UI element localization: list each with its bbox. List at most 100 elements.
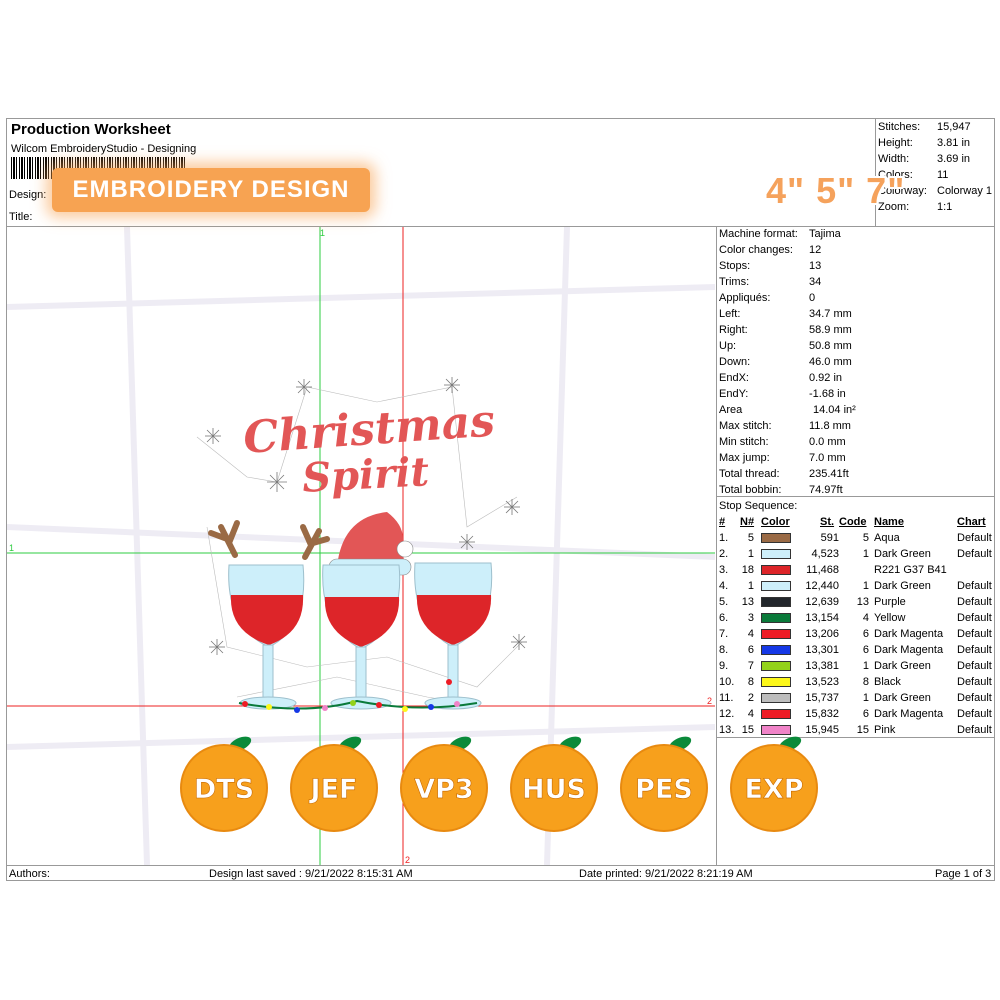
stop-needle: 13: [741, 596, 754, 608]
stop-color-swatch: [761, 549, 791, 559]
summary-value: 15,947: [937, 121, 971, 133]
machine-label: Up:: [719, 340, 737, 352]
machine-label: Total thread:: [719, 468, 780, 480]
format-label: JEF: [309, 774, 358, 805]
stop-color-name: Dark Magenta: [874, 708, 944, 720]
machine-label: Appliqués:: [719, 292, 771, 304]
stop-index: 6.: [719, 612, 729, 624]
orange-icon: [400, 744, 488, 832]
stop-color-swatch: [761, 581, 791, 591]
stop-stitches: 13,381: [805, 660, 839, 672]
stop-index: 12.: [719, 708, 735, 720]
stop-chart: Default: [957, 580, 992, 592]
summary-value: 1:1: [937, 201, 953, 213]
stop-code: 1: [862, 580, 869, 592]
wine-glass-right: [414, 562, 493, 710]
col-color-header: Color: [761, 516, 790, 528]
summary-value: 3.81 in: [937, 137, 971, 149]
stop-needle: 6: [747, 644, 754, 656]
design-canvas: 1 1 2 2 Christmas Spirit: [7, 227, 715, 865]
machine-value: -1.68 in: [809, 388, 846, 400]
size-options-overlay: 4" 5" 7": [766, 170, 906, 211]
axis-mark: 1: [320, 228, 325, 238]
stop-table-bottom: [716, 737, 994, 738]
machine-label: Min stitch:: [719, 436, 769, 448]
format-label: DTS: [194, 774, 254, 805]
stop-stitches: 15,832: [805, 708, 839, 720]
summary-label: Colors:: [878, 169, 913, 181]
summary-value: 11: [937, 169, 949, 181]
stop-code: 1: [862, 548, 869, 560]
stop-color-name: Dark Green: [874, 660, 931, 672]
stop-stitches: 13,301: [805, 644, 839, 656]
axis-mark: 2: [405, 855, 410, 865]
reindeer-antlers-icon: [208, 520, 330, 560]
stop-needle: 7: [747, 660, 754, 672]
stop-chart: Default: [957, 660, 992, 672]
col-stitch-header: St.: [820, 516, 835, 528]
stop-chart: Default: [957, 708, 992, 720]
side-panel-divider: [716, 226, 717, 866]
machine-label: Left:: [719, 308, 741, 320]
stop-color-name: Purple: [874, 596, 906, 608]
stop-color-swatch: [761, 725, 791, 735]
machine-value: 12: [809, 244, 822, 256]
stop-color-name: Black: [874, 676, 901, 688]
col-chart-header: Chart: [957, 516, 986, 528]
machine-label: Stops:: [719, 260, 751, 272]
machine-value: 13: [809, 260, 822, 272]
machine-value: Tajima: [809, 228, 841, 240]
header-divider: [7, 226, 994, 227]
col-index-header: #: [719, 516, 726, 528]
machine-value: 34: [809, 276, 822, 288]
stop-code: 15: [856, 724, 869, 736]
machine-value: 11.8 mm: [809, 420, 851, 432]
footer-authors: Authors:: [9, 868, 50, 880]
stop-needle: 15: [741, 724, 754, 736]
format-label: EXP: [744, 774, 803, 805]
format-badge-jef: JEF: [290, 736, 378, 832]
stop-color-name: Aqua: [874, 532, 900, 544]
stop-color-name: Yellow: [874, 612, 906, 624]
stop-color-name: Dark Green: [874, 692, 931, 704]
stop-color-name: Dark Green: [874, 548, 931, 560]
stop-needle: 18: [741, 564, 754, 576]
stop-code: 5: [862, 532, 869, 544]
stop-code: 6: [862, 644, 869, 656]
machine-label: EndX:: [719, 372, 749, 384]
stop-code: 6: [862, 708, 869, 720]
stop-needle: 1: [747, 580, 754, 592]
stop-needle: 4: [747, 628, 754, 640]
machine-label: Color changes:: [719, 244, 793, 256]
format-label: PES: [635, 774, 693, 805]
stop-stitches: 13,154: [805, 612, 839, 624]
stop-color-swatch: [761, 709, 791, 719]
stop-chart: Default: [957, 532, 992, 544]
summary-label: Width:: [878, 153, 910, 165]
machine-label: Machine format:: [719, 228, 798, 240]
machine-label: Area: [719, 404, 743, 416]
machine-value: 0: [809, 292, 816, 304]
machine-label: EndY:: [719, 388, 749, 400]
machine-label: Max stitch:: [719, 420, 772, 432]
stop-color-swatch: [761, 629, 791, 639]
machine-label: Max jump:: [719, 452, 770, 464]
machine-value: 58.9 mm: [809, 324, 852, 336]
stop-color-name: Dark Magenta: [874, 644, 944, 656]
stop-needle: 3: [747, 612, 754, 624]
axis-mark: 2: [707, 696, 712, 706]
stop-index: 1.: [719, 532, 729, 544]
stop-index: 5.: [719, 596, 729, 608]
page-title: Production Worksheet: [11, 121, 171, 138]
stop-index: 11.: [719, 692, 734, 704]
machine-label: Trims:: [719, 276, 750, 288]
axis-mark: 1: [9, 543, 14, 553]
wine-glasses: [228, 562, 493, 710]
stop-index: 7.: [719, 628, 729, 640]
format-label: HUS: [522, 774, 586, 805]
format-label: VP3: [414, 774, 473, 805]
machine-value: 34.7 mm: [809, 308, 852, 320]
summary-value: 3.69 in: [937, 153, 971, 165]
stop-color-name: Dark Green: [874, 580, 931, 592]
format-badge-hus: HUS: [510, 736, 598, 832]
